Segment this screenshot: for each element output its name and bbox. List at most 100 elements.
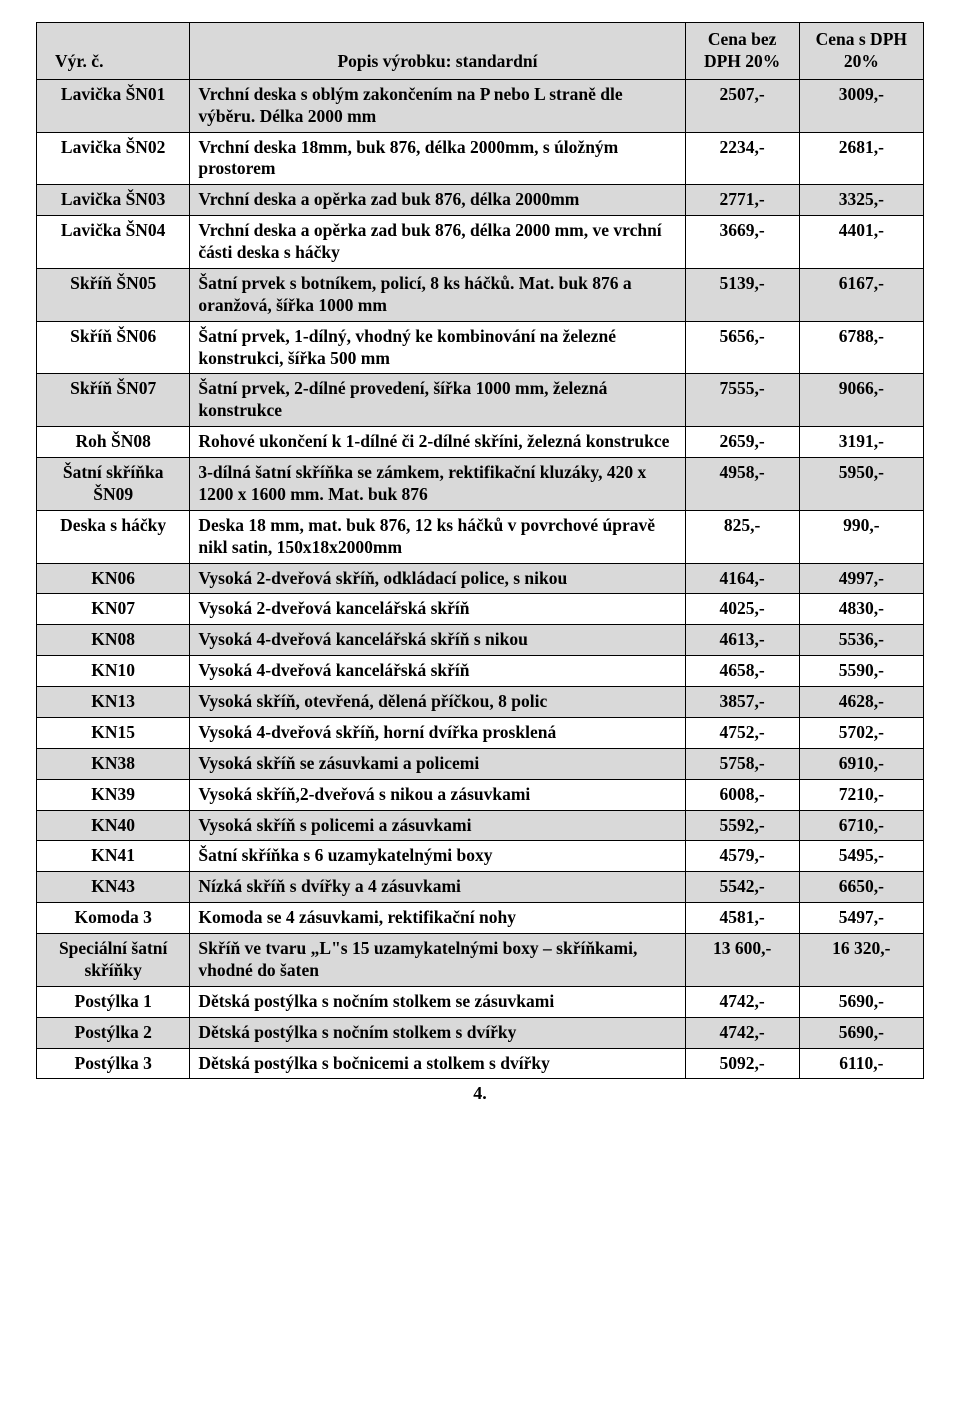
price-with-vat: 2681,- xyxy=(799,132,923,185)
product-description: Rohové ukončení k 1-dílné či 2-dílné skř… xyxy=(190,427,685,458)
table-row: Šatní skříňka ŠN093-dílná šatní skříňka … xyxy=(37,458,924,511)
price-with-vat: 5690,- xyxy=(799,986,923,1017)
table-row: Postýlka 1Dětská postýlka s nočním stolk… xyxy=(37,986,924,1017)
price-table: Výr. č. Popis výrobku: standardní Cena b… xyxy=(36,22,924,1079)
price-without-vat: 2234,- xyxy=(685,132,799,185)
table-row: Postýlka 2Dětská postýlka s nočním stolk… xyxy=(37,1017,924,1048)
price-without-vat: 2771,- xyxy=(685,185,799,216)
product-description: Nízká skříň s dvířky a 4 zásuvkami xyxy=(190,872,685,903)
product-description: Vysoká 4-dveřová kancelářská skříň s nik… xyxy=(190,625,685,656)
price-without-vat: 4752,- xyxy=(685,717,799,748)
price-without-vat: 13 600,- xyxy=(685,934,799,987)
product-description: Vysoká skříň,2-dveřová s nikou a zásuvka… xyxy=(190,779,685,810)
product-description: Dětská postýlka s nočním stolkem se zásu… xyxy=(190,986,685,1017)
product-description: Vysoká skříň s policemi a zásuvkami xyxy=(190,810,685,841)
price-with-vat: 4997,- xyxy=(799,563,923,594)
product-code: Deska s háčky xyxy=(37,510,190,563)
page-number: 4. xyxy=(36,1083,924,1104)
product-code: KN13 xyxy=(37,687,190,718)
product-description: Šatní prvek s botníkem, policí, 8 ks háč… xyxy=(190,268,685,321)
table-row: Lavička ŠN04Vrchní deska a opěrka zad bu… xyxy=(37,216,924,269)
table-row: Skříň ŠN06Šatní prvek, 1-dílný, vhodný k… xyxy=(37,321,924,374)
table-row: Komoda 3Komoda se 4 zásuvkami, rektifika… xyxy=(37,903,924,934)
price-with-vat: 6167,- xyxy=(799,268,923,321)
product-code: Postýlka 3 xyxy=(37,1048,190,1079)
price-with-vat: 6910,- xyxy=(799,748,923,779)
product-code: KN40 xyxy=(37,810,190,841)
price-with-vat: 6788,- xyxy=(799,321,923,374)
header-col3: Cena bez DPH 20% xyxy=(685,23,799,80)
price-without-vat: 5092,- xyxy=(685,1048,799,1079)
product-description: Skříň ve tvaru „L"s 15 uzamykatelnými bo… xyxy=(190,934,685,987)
table-row: KN38Vysoká skříň se zásuvkami a policemi… xyxy=(37,748,924,779)
table-row: KN13Vysoká skříň, otevřená, dělená příčk… xyxy=(37,687,924,718)
price-without-vat: 3669,- xyxy=(685,216,799,269)
price-with-vat: 3191,- xyxy=(799,427,923,458)
price-without-vat: 4581,- xyxy=(685,903,799,934)
product-code: Postýlka 1 xyxy=(37,986,190,1017)
product-code: Lavička ŠN04 xyxy=(37,216,190,269)
table-row: KN06Vysoká 2-dveřová skříň, odkládací po… xyxy=(37,563,924,594)
price-without-vat: 4742,- xyxy=(685,1017,799,1048)
header-col2: Popis výrobku: standardní xyxy=(190,23,685,80)
price-without-vat: 4958,- xyxy=(685,458,799,511)
product-description: Vysoká 2-dveřová kancelářská skříň xyxy=(190,594,685,625)
table-row: KN39Vysoká skříň,2-dveřová s nikou a zás… xyxy=(37,779,924,810)
table-row: KN15Vysoká 4-dveřová skříň, horní dvířka… xyxy=(37,717,924,748)
product-description: Vrchní deska 18mm, buk 876, délka 2000mm… xyxy=(190,132,685,185)
product-description: Šatní prvek, 1-dílný, vhodný ke kombinov… xyxy=(190,321,685,374)
price-with-vat: 5690,- xyxy=(799,1017,923,1048)
table-row: KN41Šatní skříňka s 6 uzamykatelnými box… xyxy=(37,841,924,872)
product-description: Šatní prvek, 2-dílné provedení, šířka 10… xyxy=(190,374,685,427)
table-row: KN40Vysoká skříň s policemi a zásuvkami5… xyxy=(37,810,924,841)
product-code: Lavička ŠN03 xyxy=(37,185,190,216)
table-header-row: Výr. č. Popis výrobku: standardní Cena b… xyxy=(37,23,924,80)
price-without-vat: 825,- xyxy=(685,510,799,563)
table-row: KN43Nízká skříň s dvířky a 4 zásuvkami55… xyxy=(37,872,924,903)
table-row: Postýlka 3Dětská postýlka s bočnicemi a … xyxy=(37,1048,924,1079)
product-code: KN08 xyxy=(37,625,190,656)
product-description: Šatní skříňka s 6 uzamykatelnými boxy xyxy=(190,841,685,872)
price-with-vat: 6110,- xyxy=(799,1048,923,1079)
price-without-vat: 4613,- xyxy=(685,625,799,656)
product-code: Komoda 3 xyxy=(37,903,190,934)
price-with-vat: 3009,- xyxy=(799,79,923,132)
product-description: Dětská postýlka s nočním stolkem s dvířk… xyxy=(190,1017,685,1048)
price-with-vat: 5497,- xyxy=(799,903,923,934)
product-code: KN43 xyxy=(37,872,190,903)
product-code: KN15 xyxy=(37,717,190,748)
table-row: Skříň ŠN05Šatní prvek s botníkem, policí… xyxy=(37,268,924,321)
product-code: Speciální šatní skříňky xyxy=(37,934,190,987)
product-code: Lavička ŠN02 xyxy=(37,132,190,185)
product-code: Skříň ŠN05 xyxy=(37,268,190,321)
price-with-vat: 4401,- xyxy=(799,216,923,269)
product-code: KN41 xyxy=(37,841,190,872)
price-without-vat: 5758,- xyxy=(685,748,799,779)
product-code: Roh ŠN08 xyxy=(37,427,190,458)
product-description: Dětská postýlka s bočnicemi a stolkem s … xyxy=(190,1048,685,1079)
product-code: KN07 xyxy=(37,594,190,625)
product-description: Vysoká 4-dveřová kancelářská skříň xyxy=(190,656,685,687)
price-with-vat: 6650,- xyxy=(799,872,923,903)
price-without-vat: 5656,- xyxy=(685,321,799,374)
table-row: Lavička ŠN01Vrchní deska s oblým zakonče… xyxy=(37,79,924,132)
table-row: KN07Vysoká 2-dveřová kancelářská skříň40… xyxy=(37,594,924,625)
price-with-vat: 16 320,- xyxy=(799,934,923,987)
table-row: Lavička ŠN02Vrchní deska 18mm, buk 876, … xyxy=(37,132,924,185)
price-without-vat: 5139,- xyxy=(685,268,799,321)
product-code: KN10 xyxy=(37,656,190,687)
price-without-vat: 4164,- xyxy=(685,563,799,594)
header-col4: Cena s DPH 20% xyxy=(799,23,923,80)
price-without-vat: 4579,- xyxy=(685,841,799,872)
product-code: Šatní skříňka ŠN09 xyxy=(37,458,190,511)
product-code: Skříň ŠN07 xyxy=(37,374,190,427)
price-with-vat: 4830,- xyxy=(799,594,923,625)
price-without-vat: 2659,- xyxy=(685,427,799,458)
price-without-vat: 7555,- xyxy=(685,374,799,427)
price-with-vat: 7210,- xyxy=(799,779,923,810)
price-with-vat: 5536,- xyxy=(799,625,923,656)
product-code: KN06 xyxy=(37,563,190,594)
product-description: Vrchní deska a opěrka zad buk 876, délka… xyxy=(190,216,685,269)
product-description: Deska 18 mm, mat. buk 876, 12 ks háčků v… xyxy=(190,510,685,563)
product-description: Vrchní deska s oblým zakončením na P neb… xyxy=(190,79,685,132)
